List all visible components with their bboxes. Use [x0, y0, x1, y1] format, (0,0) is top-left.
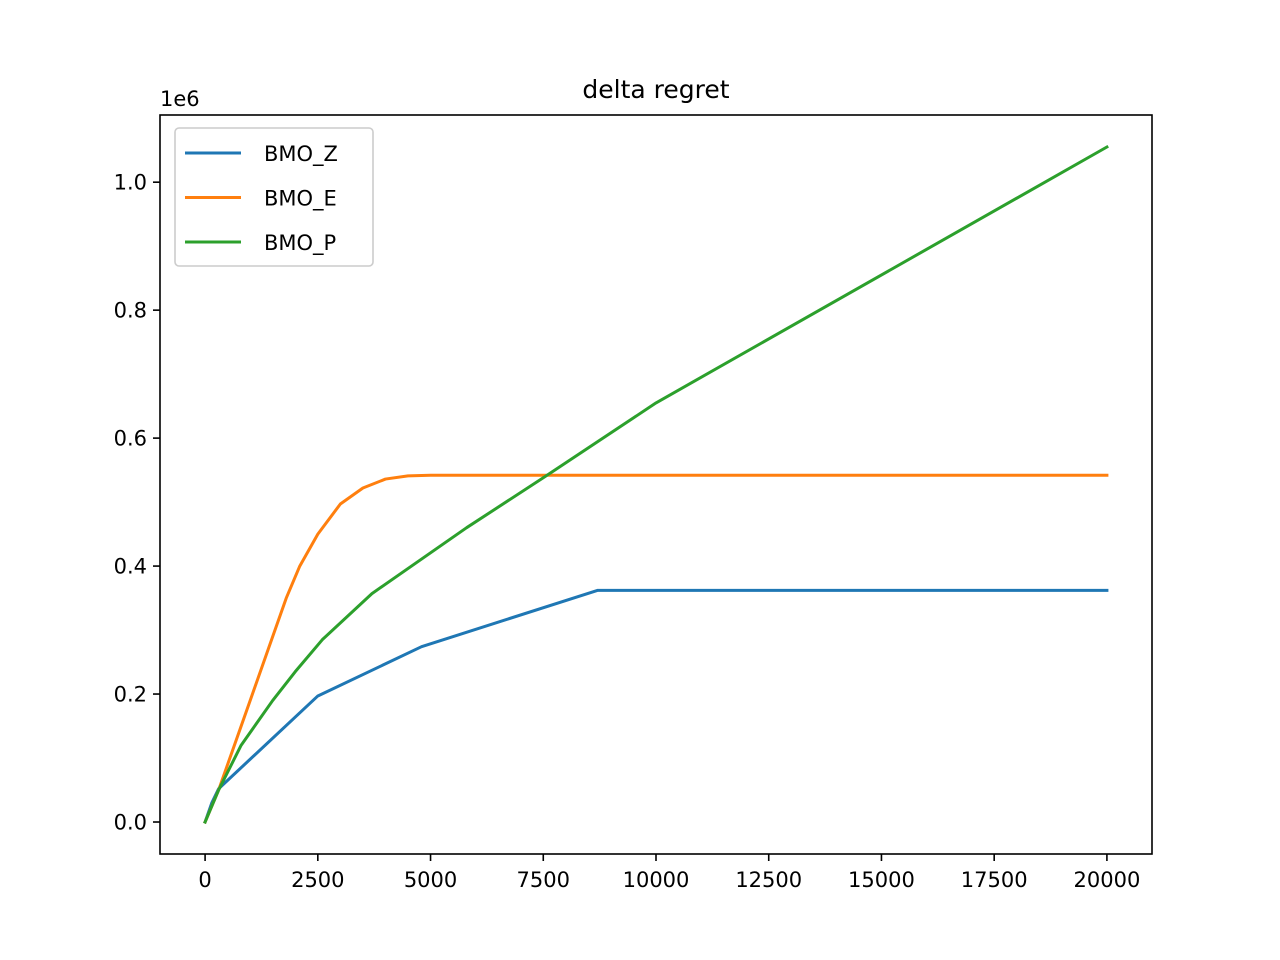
x-tick-label: 17500 [961, 868, 1028, 892]
series-line-bmo-e [203, 473, 1109, 824]
y-tick-label: 0.6 [114, 427, 147, 451]
x-tick-label: 15000 [848, 868, 915, 892]
x-tick-label: 10000 [623, 868, 690, 892]
axes-layer: 0 2500 5000 7500 10000 12500 15000 17500 20000 0.… [114, 114, 1153, 892]
y-tick-label: 0.0 [114, 811, 147, 835]
x-tick-label: 7500 [517, 868, 570, 892]
legend-label-bmo-p: BMO_P [264, 231, 336, 256]
y-tick-label: 0.8 [114, 299, 147, 323]
x-tick-label: 0 [198, 868, 211, 892]
chart-title: delta regret [582, 75, 729, 104]
legend-label-bmo-e: BMO_E [264, 187, 337, 212]
series-line-bmo-p [203, 144, 1109, 824]
legend: BMO_Z BMO_E BMO_P [174, 127, 374, 267]
x-tick-label: 20000 [1074, 868, 1141, 892]
legend-box [174, 127, 374, 267]
x-tick-label: 5000 [404, 868, 457, 892]
series-layer [203, 144, 1109, 824]
x-tick-label: 2500 [291, 868, 344, 892]
y-tick-label: 0.4 [114, 555, 147, 579]
y-tick-label: 1.0 [114, 171, 147, 195]
legend-label-bmo-z: BMO_Z [264, 142, 338, 167]
y-tick-label: 0.2 [114, 683, 147, 707]
y-axis-offset-label: 1e6 [160, 87, 200, 111]
x-tick-label: 12500 [735, 868, 802, 892]
